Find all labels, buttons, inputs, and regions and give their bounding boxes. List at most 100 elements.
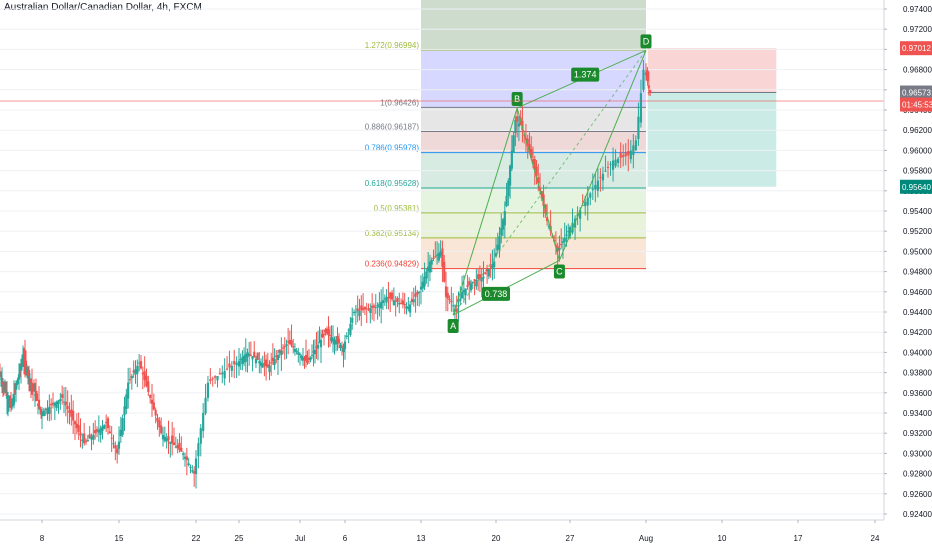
candle-body <box>143 371 146 381</box>
ratio-badge <box>482 286 510 301</box>
time-tick-label: 22 <box>192 534 201 543</box>
candle-body <box>439 251 442 257</box>
candle-body <box>165 438 168 442</box>
pattern-diagonal <box>452 50 647 316</box>
candle-body <box>591 189 594 191</box>
candle-body <box>30 382 34 386</box>
candle-body <box>221 372 224 375</box>
candle-body <box>537 177 540 184</box>
candle-body <box>500 227 503 236</box>
price-tick-label: 0.92400 <box>903 510 932 519</box>
candle-body <box>59 399 62 402</box>
candle-body <box>363 306 367 310</box>
candle-body <box>5 396 9 399</box>
candle-body <box>642 69 645 90</box>
candle-body <box>469 283 473 291</box>
pattern-leg-cd <box>558 50 647 261</box>
candle-body <box>271 357 274 362</box>
entry-price-tag-bg <box>900 85 932 100</box>
candle-body <box>38 406 42 410</box>
candle-body <box>563 237 566 242</box>
candle-body <box>609 163 612 165</box>
candle-body <box>390 292 394 300</box>
countdown-tag: 01:45:53 <box>902 101 932 110</box>
candle-body <box>254 358 258 364</box>
candle-body <box>435 254 439 256</box>
candle-body <box>423 276 426 287</box>
candle-body <box>421 281 424 289</box>
candle-body <box>556 246 559 252</box>
candle-body <box>178 442 181 451</box>
candle-body <box>62 401 66 403</box>
candle-body <box>304 355 308 361</box>
candle-body <box>163 436 166 441</box>
candle-body <box>270 362 273 364</box>
fib-level-label: 0.236(0.94829) <box>365 260 420 269</box>
candle-body <box>516 116 519 122</box>
candle-body <box>16 378 20 384</box>
candle-body <box>361 308 365 310</box>
candle-body <box>342 347 345 353</box>
candle-body <box>542 194 545 206</box>
candle-body <box>263 362 266 366</box>
candle-body <box>325 328 329 334</box>
candle-body <box>579 210 582 219</box>
pattern-point-marker <box>447 319 459 334</box>
candle-body <box>455 308 458 312</box>
candle-body <box>324 329 327 333</box>
candle-body <box>180 447 183 452</box>
candle-body <box>290 340 293 346</box>
candle-body <box>19 365 23 371</box>
candle-body <box>484 272 487 275</box>
price-tick-label: 0.93400 <box>903 409 932 418</box>
candle-body <box>92 434 95 440</box>
candle-body <box>510 150 513 169</box>
candle-body <box>218 373 221 375</box>
entry-price-tag: 0.96573 <box>902 89 931 98</box>
candle-body <box>172 442 176 445</box>
time-tick-label: 13 <box>417 534 426 543</box>
candle-body <box>531 159 535 164</box>
candle-body <box>374 306 377 308</box>
candle-body <box>242 355 246 363</box>
candle-body <box>158 420 161 428</box>
candle-body <box>275 355 278 358</box>
candle-body <box>540 191 543 199</box>
price-tick-label: 0.93600 <box>903 389 932 398</box>
candle-body <box>327 329 330 335</box>
candle-body <box>125 394 128 409</box>
candle-body <box>298 354 302 356</box>
candle-body <box>321 333 324 338</box>
candle-body <box>318 342 321 344</box>
candle-body <box>68 410 71 413</box>
fib-level-label: 1(0.96426) <box>380 98 419 107</box>
ratio-badge <box>571 67 600 82</box>
candle-body <box>202 413 205 432</box>
stop-price-tag: 0.97012 <box>902 44 931 53</box>
candle-body <box>313 349 317 355</box>
candle-body <box>352 312 356 313</box>
candle-body <box>161 434 165 440</box>
candle-body <box>480 277 483 282</box>
candle-body <box>128 379 132 381</box>
candle-body <box>347 329 350 331</box>
candle-body <box>268 365 271 373</box>
candle-body <box>365 308 368 310</box>
candle-body <box>398 302 401 305</box>
candle-body <box>584 201 587 207</box>
time-axis-bg <box>0 520 884 550</box>
candle-body <box>418 291 421 293</box>
fib-level-label: 1.272(0.96994) <box>365 41 420 50</box>
candle-body <box>171 435 174 444</box>
time-tick-label: 17 <box>794 534 803 543</box>
candle-body <box>123 406 126 416</box>
candle-body <box>233 360 236 365</box>
candle-body <box>475 280 478 287</box>
candle-body <box>498 236 501 249</box>
candle-body <box>141 372 144 375</box>
pattern-leg-ab <box>452 107 518 316</box>
candle-body <box>462 290 465 293</box>
candle-body <box>88 434 91 439</box>
candle-body <box>356 308 359 312</box>
